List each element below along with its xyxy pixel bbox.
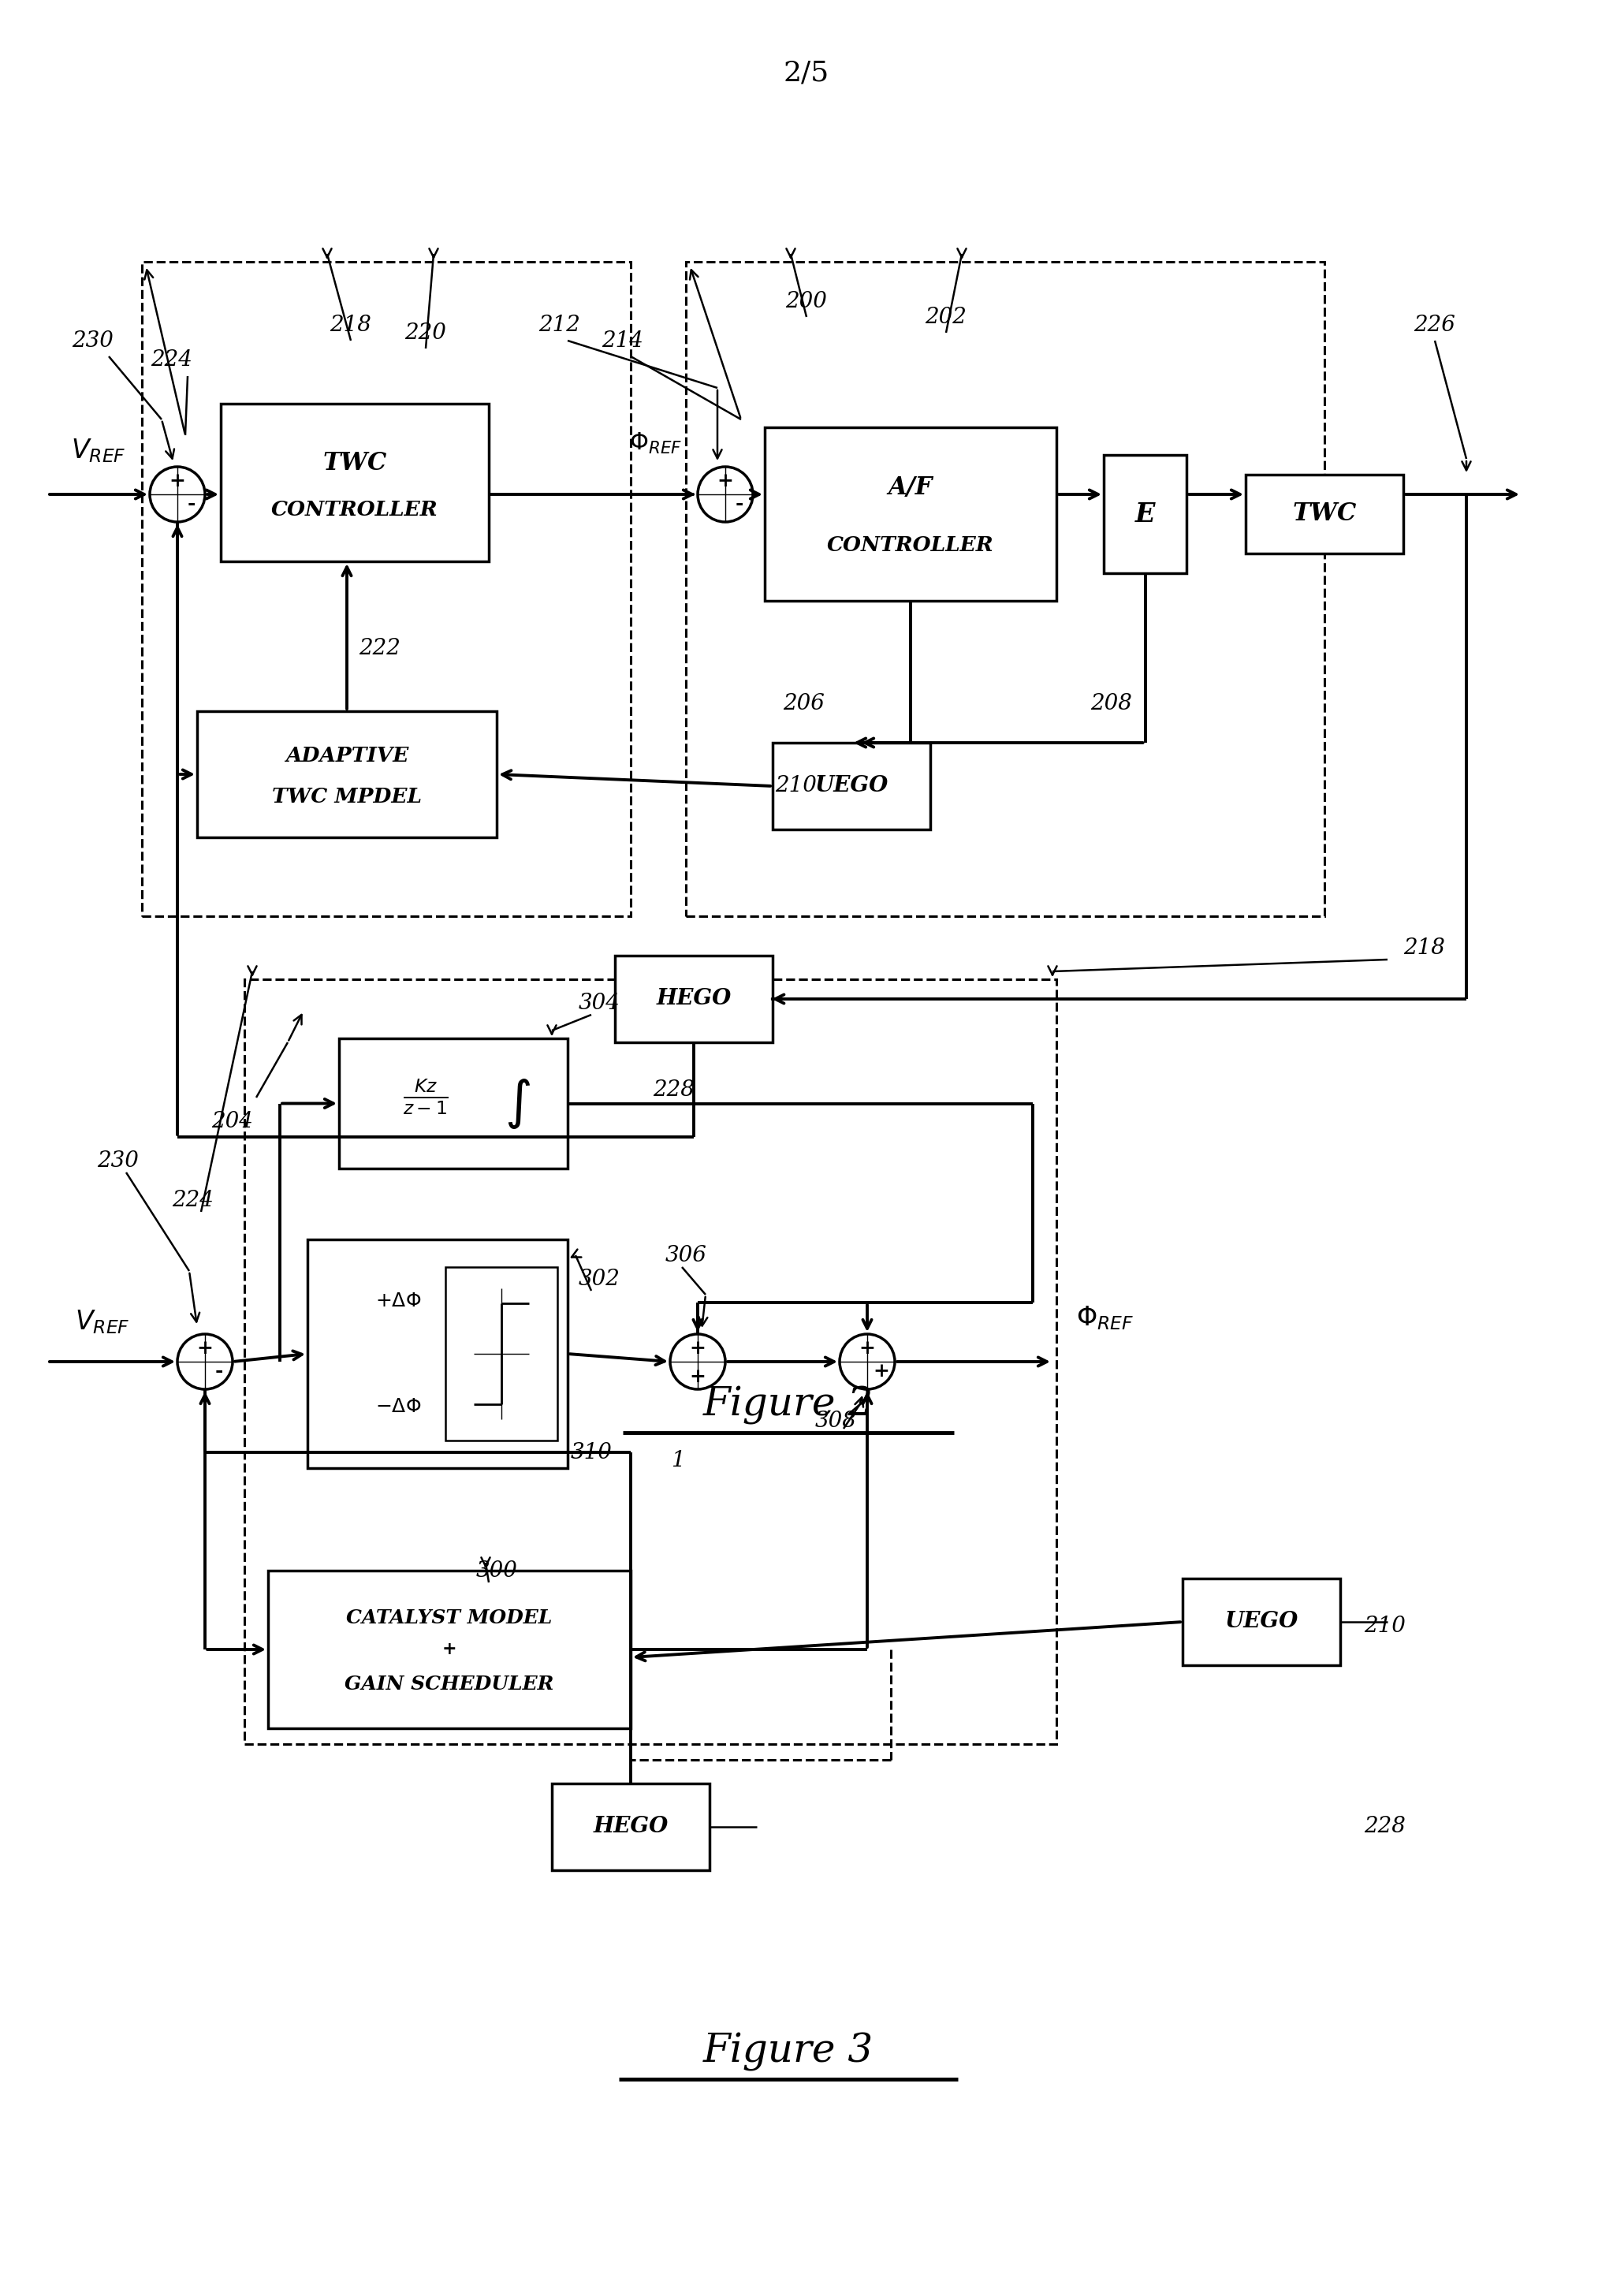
- Text: 300: 300: [476, 1559, 518, 1582]
- Text: $\frac{Kz}{z-1}$: $\frac{Kz}{z-1}$: [403, 1077, 448, 1116]
- Bar: [339, 1038, 568, 1169]
- Text: GAIN SCHEDULER: GAIN SCHEDULER: [345, 1674, 553, 1694]
- Text: 224: 224: [152, 349, 192, 372]
- Text: +: +: [718, 471, 734, 491]
- Text: CONTROLLER: CONTROLLER: [827, 535, 994, 556]
- Text: 302: 302: [579, 1267, 619, 1290]
- Text: +: +: [873, 1362, 889, 1380]
- Text: 200: 200: [786, 292, 827, 312]
- Text: CONTROLLER: CONTROLLER: [271, 501, 439, 519]
- Bar: [268, 1570, 631, 1729]
- Bar: [1245, 475, 1403, 553]
- Text: 228: 228: [1365, 1816, 1405, 1837]
- Text: TWC: TWC: [1292, 503, 1357, 526]
- Text: +: +: [197, 1339, 213, 1357]
- Text: 218: 218: [331, 315, 371, 335]
- Text: +: +: [442, 1642, 456, 1658]
- Text: -: -: [215, 1362, 223, 1380]
- Text: +: +: [860, 1339, 876, 1357]
- Text: +: +: [169, 471, 185, 491]
- Text: 1: 1: [671, 1449, 686, 1472]
- Text: $\int$: $\int$: [505, 1077, 531, 1130]
- Circle shape: [150, 466, 205, 521]
- Bar: [308, 1240, 568, 1467]
- Text: 206: 206: [784, 693, 824, 714]
- Circle shape: [840, 1334, 895, 1389]
- Bar: [221, 404, 489, 563]
- Text: -: -: [187, 494, 195, 514]
- Bar: [765, 427, 1057, 602]
- Text: ADAPTIVE: ADAPTIVE: [286, 746, 408, 765]
- Bar: [552, 1784, 710, 1871]
- Text: 222: 222: [358, 638, 400, 659]
- Text: 226: 226: [1415, 315, 1455, 335]
- Bar: [197, 712, 497, 838]
- Text: 212: 212: [539, 315, 581, 335]
- Text: 306: 306: [665, 1244, 706, 1265]
- Text: 208: 208: [1090, 693, 1132, 714]
- Text: 218: 218: [1403, 937, 1445, 957]
- Text: E: E: [1136, 501, 1155, 528]
- Bar: [686, 262, 1324, 916]
- Text: Figure 2: Figure 2: [703, 1384, 874, 1424]
- Text: 230: 230: [97, 1150, 139, 1171]
- Circle shape: [177, 1334, 232, 1389]
- Text: UEGO: UEGO: [1224, 1612, 1298, 1632]
- Text: 220: 220: [405, 321, 447, 344]
- Text: TWC: TWC: [323, 452, 387, 475]
- Text: 224: 224: [173, 1189, 215, 1210]
- Bar: [142, 262, 631, 916]
- Text: 230: 230: [73, 331, 115, 351]
- Bar: [445, 1267, 556, 1440]
- Text: $\Phi_{REF}$: $\Phi_{REF}$: [1076, 1304, 1134, 1332]
- Bar: [1182, 1580, 1340, 1665]
- Text: -: -: [736, 494, 744, 514]
- Bar: [245, 980, 1057, 1745]
- Text: $-\Delta\Phi$: $-\Delta\Phi$: [376, 1396, 421, 1417]
- Text: +: +: [689, 1368, 706, 1387]
- Text: 210: 210: [1365, 1614, 1405, 1637]
- Text: 214: 214: [602, 331, 644, 351]
- Text: 228: 228: [653, 1079, 695, 1100]
- Text: $V_{REF}$: $V_{REF}$: [74, 1309, 129, 1336]
- Text: $\Phi_{REF}$: $\Phi_{REF}$: [629, 432, 682, 455]
- Text: 204: 204: [211, 1111, 253, 1132]
- Text: $V_{REF}$: $V_{REF}$: [71, 436, 126, 464]
- Text: $+\Delta\Phi$: $+\Delta\Phi$: [376, 1293, 421, 1311]
- Text: +: +: [689, 1339, 706, 1357]
- Text: CATALYST MODEL: CATALYST MODEL: [347, 1609, 552, 1628]
- Text: TWC MPDEL: TWC MPDEL: [273, 788, 421, 806]
- Text: 202: 202: [926, 305, 966, 328]
- Text: 210: 210: [776, 776, 818, 797]
- Text: Figure 3: Figure 3: [703, 2032, 874, 2071]
- Bar: [773, 742, 931, 829]
- Circle shape: [698, 466, 753, 521]
- Circle shape: [669, 1334, 726, 1389]
- Text: HEGO: HEGO: [656, 987, 731, 1010]
- Text: A/F: A/F: [889, 475, 932, 501]
- Text: UEGO: UEGO: [815, 776, 889, 797]
- Text: HEGO: HEGO: [594, 1816, 668, 1837]
- Text: 308: 308: [815, 1410, 857, 1430]
- Text: 304: 304: [579, 992, 619, 1013]
- Text: 310: 310: [571, 1442, 611, 1463]
- Bar: [615, 955, 773, 1042]
- Bar: [1103, 455, 1187, 574]
- Text: 2/5: 2/5: [784, 60, 829, 85]
